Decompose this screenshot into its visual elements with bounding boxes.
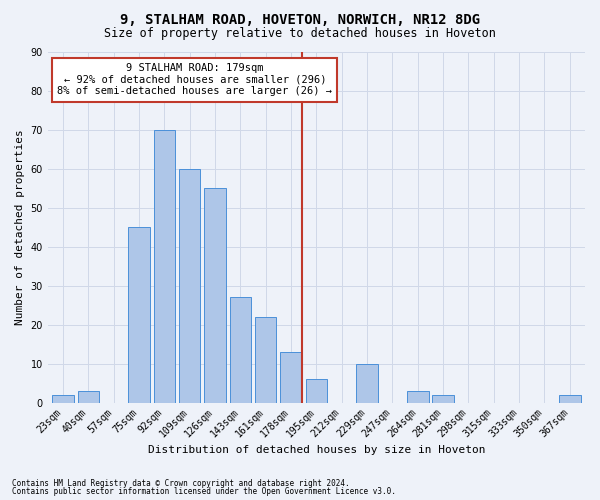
Text: 9, STALHAM ROAD, HOVETON, NORWICH, NR12 8DG: 9, STALHAM ROAD, HOVETON, NORWICH, NR12 … bbox=[120, 12, 480, 26]
Text: Contains HM Land Registry data © Crown copyright and database right 2024.: Contains HM Land Registry data © Crown c… bbox=[12, 478, 350, 488]
Bar bbox=[179, 168, 200, 402]
Bar bbox=[154, 130, 175, 402]
Bar bbox=[280, 352, 302, 403]
Y-axis label: Number of detached properties: Number of detached properties bbox=[15, 129, 25, 325]
Bar bbox=[204, 188, 226, 402]
Bar bbox=[407, 391, 428, 402]
Bar bbox=[356, 364, 378, 403]
Text: Contains public sector information licensed under the Open Government Licence v3: Contains public sector information licen… bbox=[12, 487, 396, 496]
Text: Size of property relative to detached houses in Hoveton: Size of property relative to detached ho… bbox=[104, 28, 496, 40]
Text: 9 STALHAM ROAD: 179sqm
← 92% of detached houses are smaller (296)
8% of semi-det: 9 STALHAM ROAD: 179sqm ← 92% of detached… bbox=[57, 63, 332, 96]
Bar bbox=[128, 227, 150, 402]
Bar bbox=[255, 317, 277, 402]
Bar bbox=[77, 391, 99, 402]
Bar bbox=[305, 379, 327, 402]
Bar bbox=[433, 395, 454, 402]
Bar bbox=[559, 395, 581, 402]
Bar bbox=[52, 395, 74, 402]
Bar bbox=[230, 298, 251, 403]
X-axis label: Distribution of detached houses by size in Hoveton: Distribution of detached houses by size … bbox=[148, 445, 485, 455]
